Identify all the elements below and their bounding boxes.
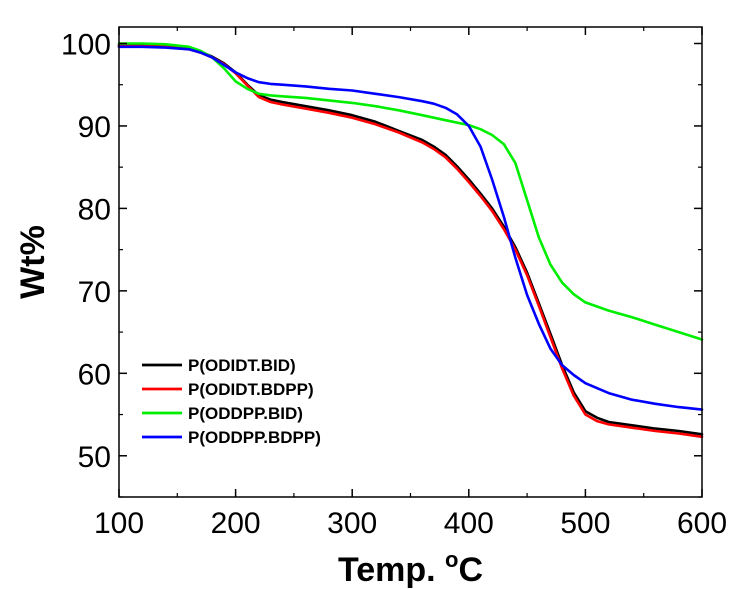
series-layer xyxy=(117,42,704,439)
legend-label: P(ODDPP.BID) xyxy=(188,404,303,423)
x-tick-label: 300 xyxy=(327,507,377,540)
series-line-4 xyxy=(117,45,704,411)
x-axis-title-unit: C xyxy=(458,551,483,589)
y-tick-label: 90 xyxy=(78,111,111,144)
series-line-2 xyxy=(117,44,704,439)
x-axis-title-degree: o xyxy=(445,547,458,572)
x-tick-label: 100 xyxy=(94,507,144,540)
y-tick-label: 70 xyxy=(78,276,111,309)
legend-label: P(ODIDT.BDPP) xyxy=(188,380,314,399)
legend-label: P(ODDPP.BDPP) xyxy=(188,428,321,447)
y-tick-label: 100 xyxy=(61,28,111,61)
legend: P(ODIDT.BID) P(ODIDT.BDPP) P(ODDPP.BID) P(O… xyxy=(142,356,321,447)
legend-label: P(ODIDT.BID) xyxy=(188,356,296,375)
series-line-3 xyxy=(117,42,704,341)
x-tick-label: 200 xyxy=(211,507,261,540)
tick-layer: 100 200 300 400 500 600 50 60 70 80 90 100 xyxy=(61,27,727,540)
x-axis-title: Temp. oC xyxy=(338,547,483,589)
y-tick-label: 60 xyxy=(78,358,111,391)
x-tick-label: 600 xyxy=(677,507,727,540)
y-tick-label: 50 xyxy=(78,441,111,474)
y-tick-label: 80 xyxy=(78,193,111,226)
x-axis-title-main: Temp. xyxy=(338,551,445,589)
x-tick-label: 500 xyxy=(560,507,610,540)
x-tick-label: 400 xyxy=(444,507,494,540)
series-line-1 xyxy=(117,43,704,436)
y-axis-title: Wt% xyxy=(14,225,52,299)
